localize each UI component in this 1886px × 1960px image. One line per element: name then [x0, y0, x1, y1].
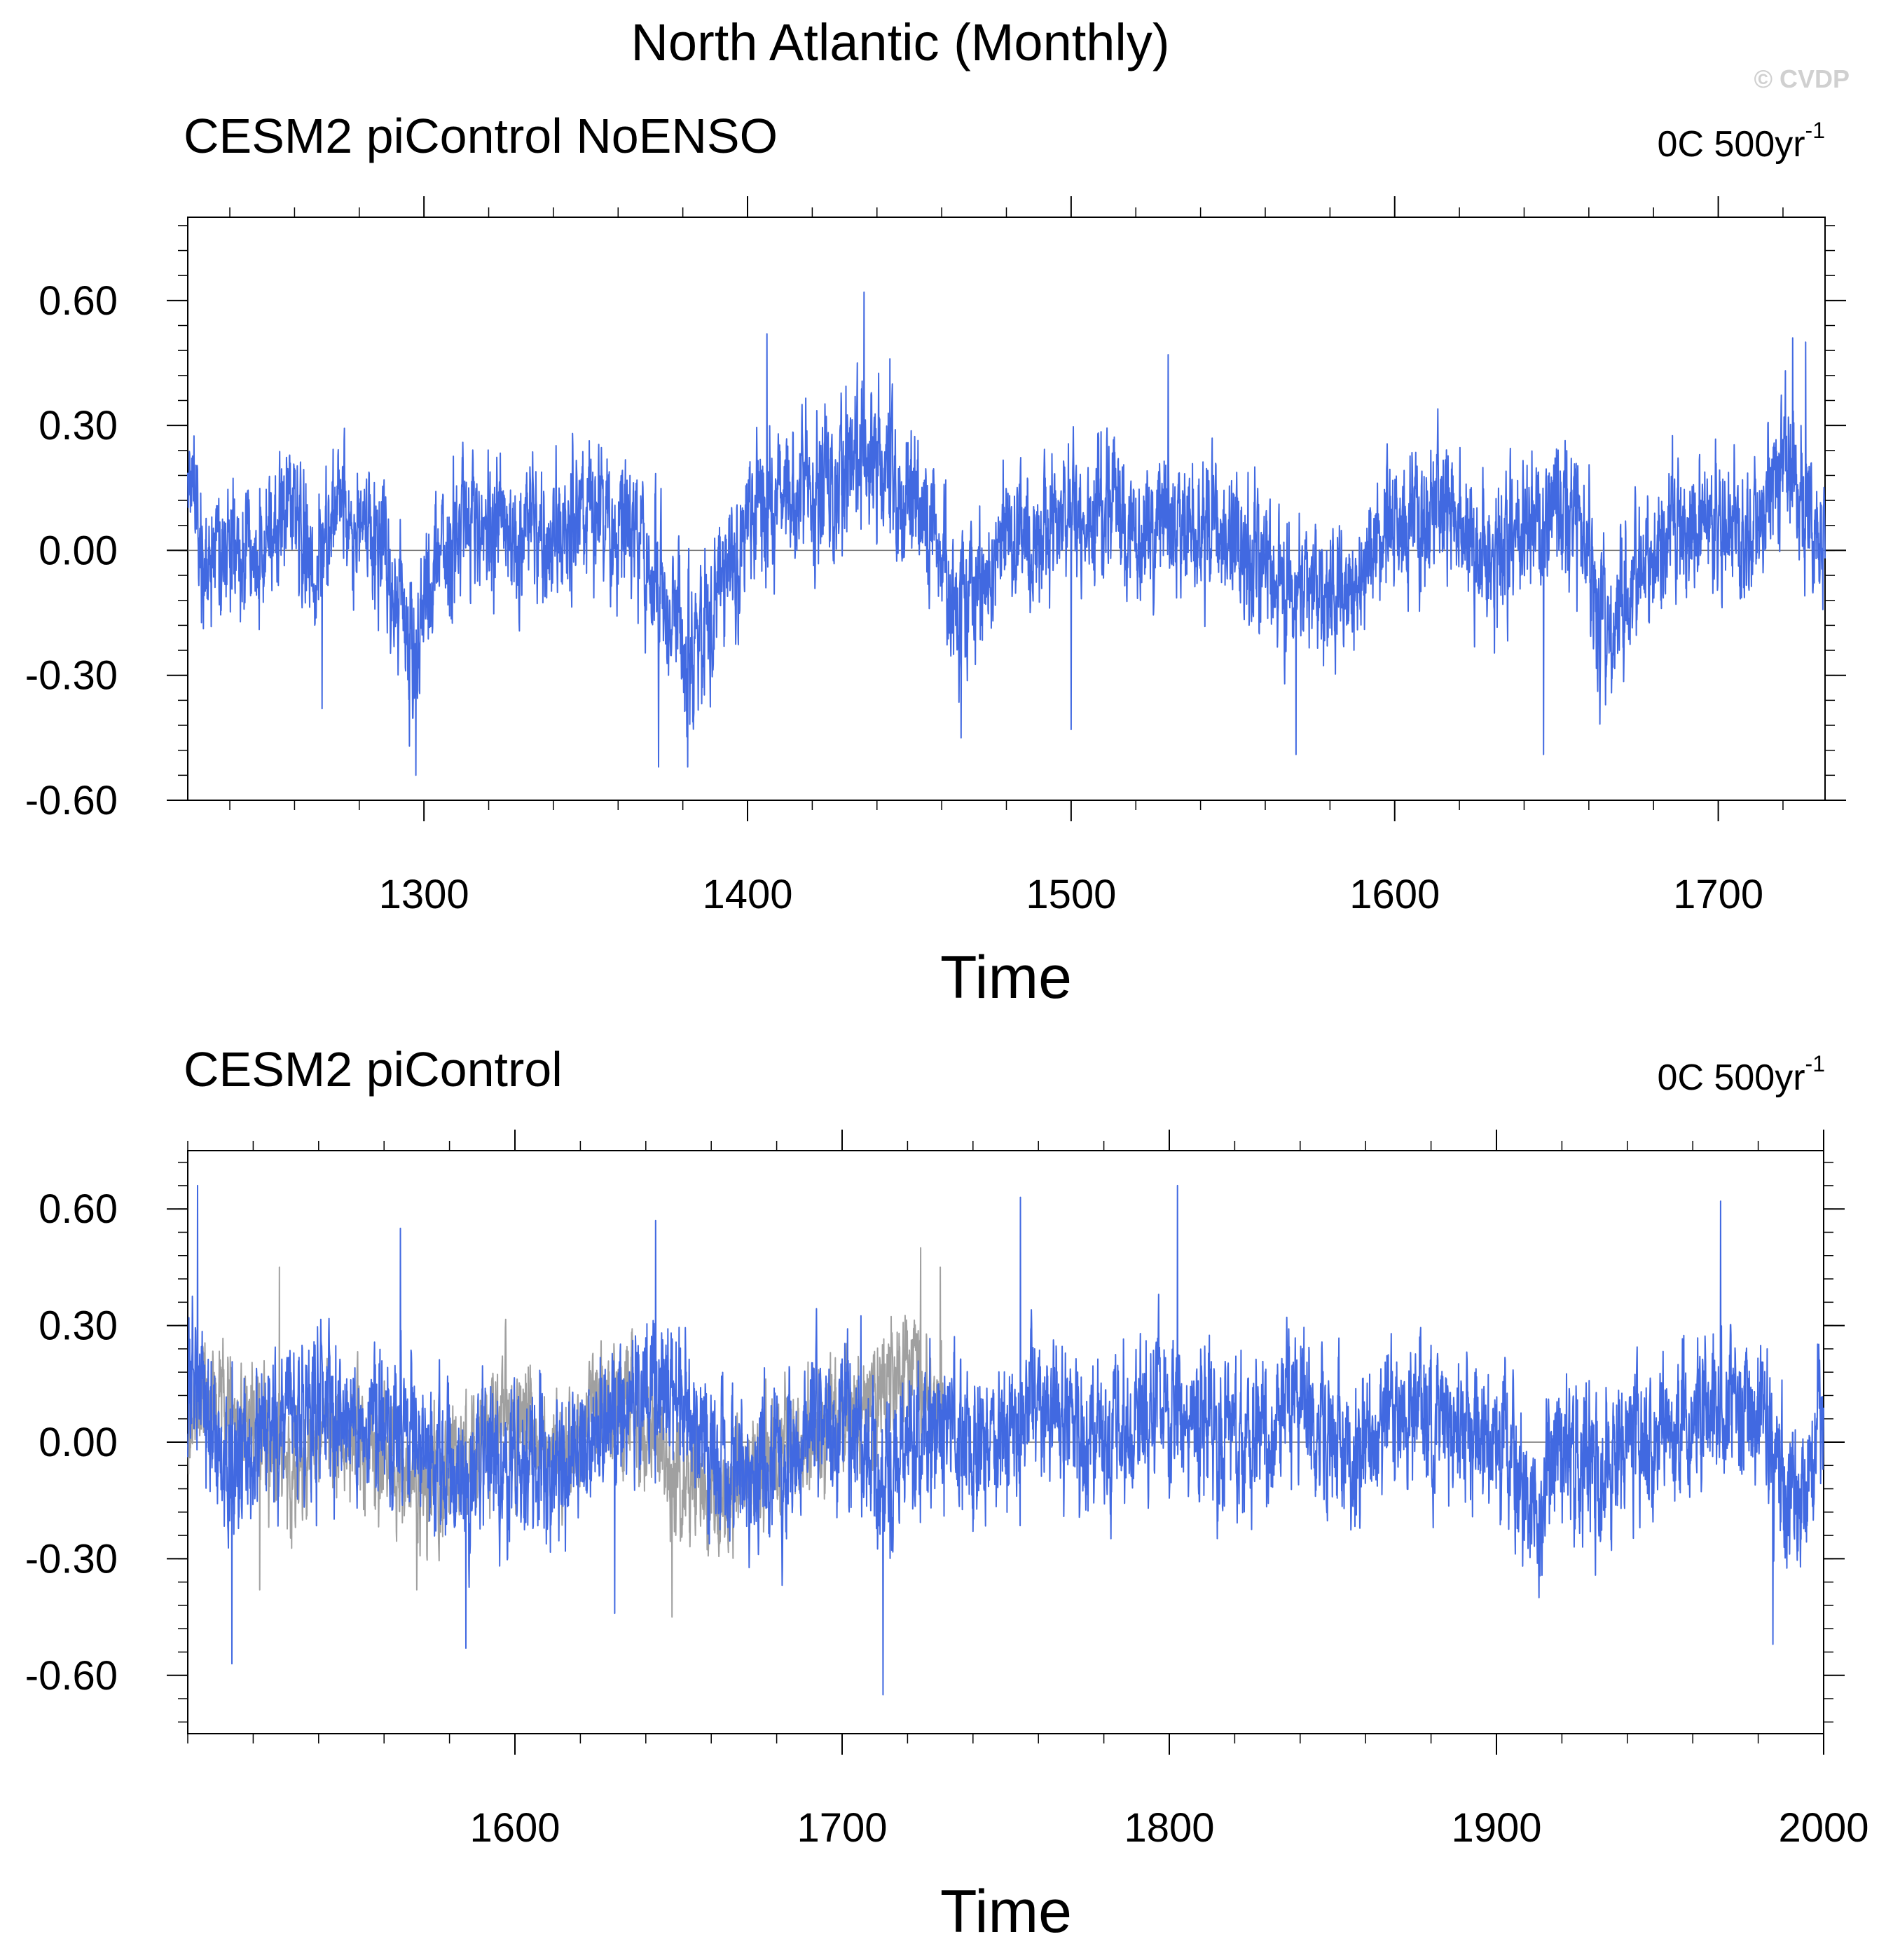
y-tick-label: -0.30	[25, 653, 118, 699]
trend-label: 0C 500yr-1	[1658, 118, 1825, 165]
x-tick-label: 1800	[1124, 1805, 1214, 1851]
x-axis: 1300 1400 1500 1600 1700	[379, 196, 1763, 917]
y-tick-label: 0.60	[39, 1186, 118, 1232]
watermark: © CVDP	[1754, 64, 1850, 93]
trend-label: 0C 500yr-1	[1658, 1051, 1825, 1098]
panel-title: CESM2 piControl	[184, 1042, 563, 1097]
y-tick-label: -0.60	[25, 778, 118, 823]
panel-noenso: CESM2 piControl NoENSO 0C 500yr-1 1300 14…	[25, 109, 1846, 1011]
x-tick-label: 1400	[702, 872, 792, 917]
series-group	[187, 1184, 1824, 1696]
x-tick-label: 2000	[1778, 1805, 1868, 1851]
y-tick-label: 0.30	[39, 403, 118, 448]
figure-title: North Atlantic (Monthly)	[631, 13, 1169, 71]
panel-picontrol: CESM2 piControl 0C 500yr-1 1600 1700 1800 1…	[25, 1042, 1869, 1945]
x-tick-label: 1300	[379, 872, 469, 917]
series-group	[187, 292, 1826, 776]
x-tick-label: 1900	[1451, 1805, 1541, 1851]
x-tick-label: 1600	[469, 1805, 560, 1851]
x-tick-label: 1700	[797, 1805, 887, 1851]
x-tick-label: 1500	[1026, 872, 1116, 917]
x-tick-label: 1700	[1673, 872, 1763, 917]
y-tick-label: 0.00	[39, 1420, 118, 1465]
y-tick-label: 0.60	[39, 278, 118, 324]
x-tick-label: 1600	[1349, 872, 1440, 917]
y-tick-label: 0.30	[39, 1303, 118, 1349]
y-tick-label: 0.00	[39, 528, 118, 573]
x-axis-label: Time	[940, 944, 1072, 1011]
y-tick-label: -0.30	[25, 1536, 118, 1582]
y-tick-label: -0.60	[25, 1653, 118, 1699]
series-line-1	[187, 1184, 1824, 1696]
x-axis: 1600 1700 1800 1900 2000	[469, 1130, 1869, 1851]
y-axis: -0.60 -0.30 0.00 0.30 0.60	[25, 278, 1846, 823]
y-axis: -0.60 -0.30 0.00 0.30 0.60	[25, 1186, 1845, 1699]
x-axis-label: Time	[940, 1878, 1072, 1945]
series-line-0	[187, 292, 1826, 776]
panel-title: CESM2 piControl NoENSO	[184, 109, 778, 163]
